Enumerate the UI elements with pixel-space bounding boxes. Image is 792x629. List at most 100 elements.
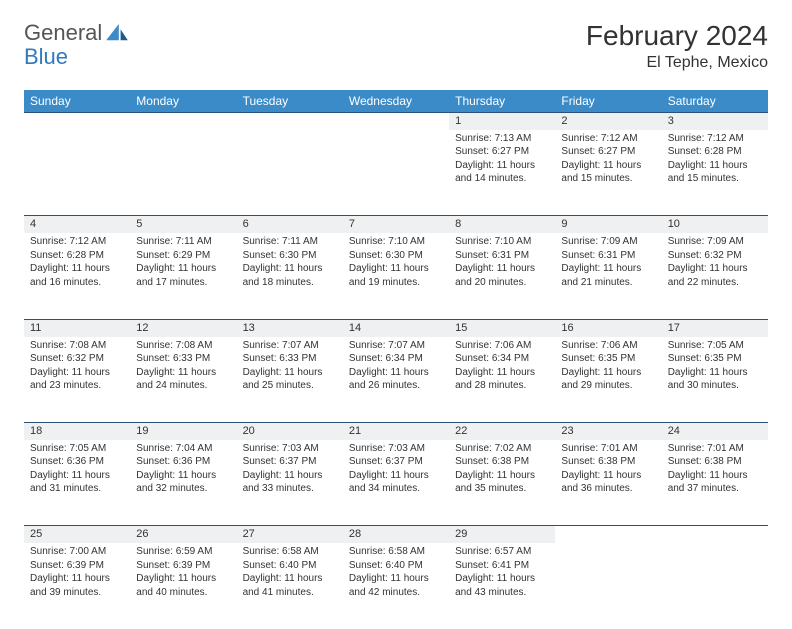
day-number-row: 11121314151617 bbox=[24, 319, 768, 336]
daylight-text: Daylight: 11 hours and 24 minutes. bbox=[136, 366, 230, 393]
sunrise-text: Sunrise: 6:58 AM bbox=[349, 545, 443, 559]
day-detail-cell: Sunrise: 7:08 AMSunset: 6:32 PMDaylight:… bbox=[24, 337, 130, 423]
sunset-text: Sunset: 6:33 PM bbox=[136, 352, 230, 366]
day-number-cell: 12 bbox=[130, 319, 236, 336]
sunrise-text: Sunrise: 7:01 AM bbox=[668, 442, 762, 456]
day-detail-cell: Sunrise: 7:12 AMSunset: 6:27 PMDaylight:… bbox=[555, 130, 661, 216]
sunset-text: Sunset: 6:31 PM bbox=[455, 249, 549, 263]
sunrise-text: Sunrise: 7:05 AM bbox=[30, 442, 124, 456]
sunset-text: Sunset: 6:30 PM bbox=[243, 249, 337, 263]
sunset-text: Sunset: 6:32 PM bbox=[30, 352, 124, 366]
day-detail-cell: Sunrise: 7:03 AMSunset: 6:37 PMDaylight:… bbox=[343, 440, 449, 526]
daylight-text: Daylight: 11 hours and 29 minutes. bbox=[561, 366, 655, 393]
day-detail-cell: Sunrise: 7:08 AMSunset: 6:33 PMDaylight:… bbox=[130, 337, 236, 423]
daylight-text: Daylight: 11 hours and 41 minutes. bbox=[243, 572, 337, 599]
day-detail-row: Sunrise: 7:05 AMSunset: 6:36 PM Daylight:… bbox=[24, 440, 768, 526]
day-detail-cell: Sunrise: 7:01 AMSunset: 6:38 PMDaylight:… bbox=[555, 440, 661, 526]
day-detail-cell: Sunrise: 7:12 AMSunset: 6:28 PMDaylight:… bbox=[24, 233, 130, 319]
day-detail-cell bbox=[662, 543, 768, 629]
day-detail-row: Sunrise: 7:08 AMSunset: 6:32 PM Daylight:… bbox=[24, 337, 768, 423]
day-number-cell bbox=[555, 526, 661, 543]
sunrise-text: Sunrise: 7:08 AM bbox=[30, 339, 124, 353]
day-detail-cell: Sunrise: 7:06 AMSunset: 6:35 PMDaylight:… bbox=[555, 337, 661, 423]
sunrise-text: Sunrise: 7:03 AM bbox=[349, 442, 443, 456]
day-detail-cell: Sunrise: 7:07 AMSunset: 6:33 PMDaylight:… bbox=[237, 337, 343, 423]
day-number-cell: 15 bbox=[449, 319, 555, 336]
day-number-cell: 20 bbox=[237, 423, 343, 440]
day-detail-cell: Sunrise: 6:59 AMSunset: 6:39 PMDaylight:… bbox=[130, 543, 236, 629]
sunrise-text: Sunrise: 7:07 AM bbox=[243, 339, 337, 353]
sunset-text: Sunset: 6:41 PM bbox=[455, 559, 549, 573]
header: General February 2024 El Tephe, Mexico bbox=[24, 20, 768, 72]
sunset-text: Sunset: 6:28 PM bbox=[668, 145, 762, 159]
day-number-cell: 10 bbox=[662, 216, 768, 233]
day-number-cell: 27 bbox=[237, 526, 343, 543]
day-detail-cell bbox=[130, 130, 236, 216]
sunset-text: Sunset: 6:40 PM bbox=[349, 559, 443, 573]
sunset-text: Sunset: 6:38 PM bbox=[668, 455, 762, 469]
sunrise-text: Sunrise: 6:59 AM bbox=[136, 545, 230, 559]
day-detail-cell: Sunrise: 7:09 AMSunset: 6:31 PMDaylight:… bbox=[555, 233, 661, 319]
day-number-cell bbox=[130, 113, 236, 130]
sunset-text: Sunset: 6:32 PM bbox=[668, 249, 762, 263]
sunrise-text: Sunrise: 6:57 AM bbox=[455, 545, 549, 559]
sunrise-text: Sunrise: 7:00 AM bbox=[30, 545, 124, 559]
daylight-text: Daylight: 11 hours and 32 minutes. bbox=[136, 469, 230, 496]
day-number-cell: 16 bbox=[555, 319, 661, 336]
day-detail-cell: Sunrise: 6:58 AMSunset: 6:40 PMDaylight:… bbox=[343, 543, 449, 629]
weekday-sat: Saturday bbox=[662, 90, 768, 113]
day-detail-cell: Sunrise: 7:05 AMSunset: 6:36 PMDaylight:… bbox=[24, 440, 130, 526]
day-number-row: 123 bbox=[24, 113, 768, 130]
day-number-cell: 5 bbox=[130, 216, 236, 233]
day-number-cell: 17 bbox=[662, 319, 768, 336]
sunrise-text: Sunrise: 7:11 AM bbox=[136, 235, 230, 249]
sunset-text: Sunset: 6:35 PM bbox=[561, 352, 655, 366]
daylight-text: Daylight: 11 hours and 43 minutes. bbox=[455, 572, 549, 599]
day-detail-row: Sunrise: 7:00 AMSunset: 6:39 PMDaylight:… bbox=[24, 543, 768, 629]
sunrise-text: Sunrise: 7:10 AM bbox=[455, 235, 549, 249]
day-number-cell: 9 bbox=[555, 216, 661, 233]
day-number-cell: 8 bbox=[449, 216, 555, 233]
sunset-text: Sunset: 6:39 PM bbox=[136, 559, 230, 573]
day-detail-cell: Sunrise: 7:03 AMSunset: 6:37 PMDaylight:… bbox=[237, 440, 343, 526]
sunrise-text: Sunrise: 7:11 AM bbox=[243, 235, 337, 249]
sunset-text: Sunset: 6:37 PM bbox=[243, 455, 337, 469]
day-number-cell: 26 bbox=[130, 526, 236, 543]
sunrise-text: Sunrise: 7:12 AM bbox=[30, 235, 124, 249]
daylight-text: Daylight: 11 hours and 19 minutes. bbox=[349, 262, 443, 289]
weekday-sun: Sunday bbox=[24, 90, 130, 113]
daylight-text: Daylight: 11 hours and 33 minutes. bbox=[243, 469, 337, 496]
weekday-thu: Thursday bbox=[449, 90, 555, 113]
daylight-text: Daylight: 11 hours and 21 minutes. bbox=[561, 262, 655, 289]
day-number-cell bbox=[343, 113, 449, 130]
sunset-text: Sunset: 6:35 PM bbox=[668, 352, 762, 366]
daylight-text: Daylight: 11 hours and 26 minutes. bbox=[349, 366, 443, 393]
day-detail-cell: Sunrise: 7:11 AMSunset: 6:30 PMDaylight:… bbox=[237, 233, 343, 319]
day-number-cell: 13 bbox=[237, 319, 343, 336]
day-detail-cell: Sunrise: 7:09 AMSunset: 6:32 PMDaylight:… bbox=[662, 233, 768, 319]
title-block: February 2024 El Tephe, Mexico bbox=[586, 20, 768, 72]
location: El Tephe, Mexico bbox=[586, 54, 768, 72]
sunset-text: Sunset: 6:36 PM bbox=[30, 455, 124, 469]
day-number-cell: 3 bbox=[662, 113, 768, 130]
sunset-text: Sunset: 6:29 PM bbox=[136, 249, 230, 263]
sunrise-text: Sunrise: 7:09 AM bbox=[668, 235, 762, 249]
day-number-cell: 1 bbox=[449, 113, 555, 130]
sunrise-text: Sunrise: 7:01 AM bbox=[561, 442, 655, 456]
day-number-cell: 23 bbox=[555, 423, 661, 440]
daylight-text: Daylight: 11 hours and 18 minutes. bbox=[243, 262, 337, 289]
day-detail-cell: Sunrise: 7:10 AMSunset: 6:30 PMDaylight:… bbox=[343, 233, 449, 319]
sunset-text: Sunset: 6:34 PM bbox=[455, 352, 549, 366]
daylight-text: Daylight: 11 hours and 40 minutes. bbox=[136, 572, 230, 599]
sunset-text: Sunset: 6:39 PM bbox=[30, 559, 124, 573]
day-number-cell: 18 bbox=[24, 423, 130, 440]
sunrise-text: Sunrise: 7:05 AM bbox=[668, 339, 762, 353]
sunset-text: Sunset: 6:27 PM bbox=[455, 145, 549, 159]
day-detail-cell bbox=[555, 543, 661, 629]
daylight-text: Daylight: 11 hours and 30 minutes. bbox=[668, 366, 762, 393]
daylight-text: Daylight: 11 hours and 17 minutes. bbox=[136, 262, 230, 289]
daylight-text: Daylight: 11 hours and 39 minutes. bbox=[30, 572, 124, 599]
day-number-cell bbox=[662, 526, 768, 543]
day-number-cell: 2 bbox=[555, 113, 661, 130]
daylight-text: Daylight: 11 hours and 16 minutes. bbox=[30, 262, 124, 289]
